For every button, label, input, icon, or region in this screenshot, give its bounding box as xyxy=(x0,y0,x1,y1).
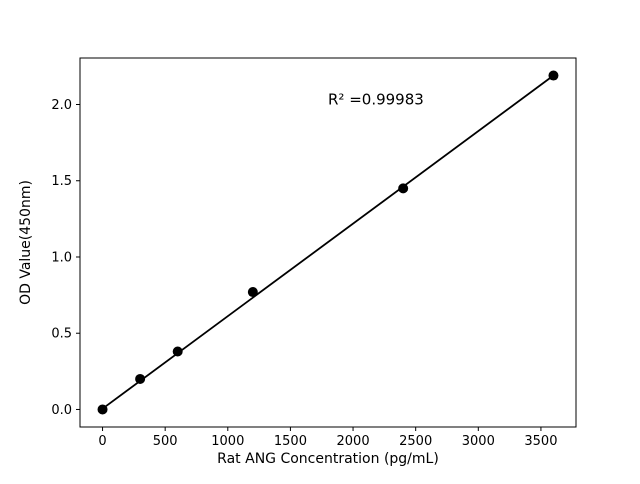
data-point xyxy=(247,287,258,298)
data-point xyxy=(548,70,559,81)
x-tick-label: 2000 xyxy=(337,434,370,449)
data-point xyxy=(97,404,108,415)
y-tick-label: 0.5 xyxy=(51,327,72,342)
data-point xyxy=(135,373,146,384)
x-tick-label: 3500 xyxy=(524,434,557,449)
data-point xyxy=(398,183,409,194)
x-axis-label: Rat ANG Concentration (pg/mL) xyxy=(217,451,439,467)
x-tick-label: 500 xyxy=(153,434,178,449)
y-axis-label: OD Value(450nm) xyxy=(18,180,34,305)
x-tick-label: 3000 xyxy=(462,434,495,449)
x-tick-label: 2500 xyxy=(399,434,432,449)
x-tick-label: 1000 xyxy=(211,434,244,449)
y-tick-label: 0.0 xyxy=(51,403,72,418)
r-squared-annotation: R² =0.99983 xyxy=(328,91,424,109)
y-tick-label: 1.0 xyxy=(51,250,72,265)
y-tick-label: 1.5 xyxy=(51,174,72,189)
x-tick-label: 0 xyxy=(98,434,106,449)
data-point xyxy=(172,346,183,357)
y-tick-label: 2.0 xyxy=(51,98,72,113)
x-tick-label: 1500 xyxy=(274,434,307,449)
